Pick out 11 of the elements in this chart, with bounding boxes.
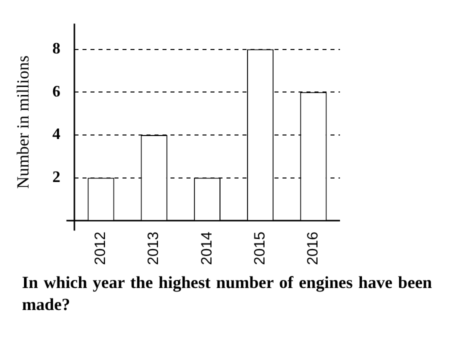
x-tick-label: 2014 <box>198 232 216 266</box>
x-tick-label: 2012 <box>92 232 110 266</box>
y-tick-label: 6 <box>52 83 60 100</box>
y-tick-label: 4 <box>52 126 60 144</box>
y-tick-label: 2 <box>52 168 60 186</box>
x-tick-label: 2015 <box>251 232 268 266</box>
x-tick-label: 2013 <box>145 232 162 266</box>
x-tick-label: 2016 <box>304 232 322 266</box>
y-axis-title: Number in millions <box>14 56 33 189</box>
text: In which year the highest number of engines have been made? <box>22 272 432 316</box>
y-tick-label: 8 <box>52 40 60 58</box>
